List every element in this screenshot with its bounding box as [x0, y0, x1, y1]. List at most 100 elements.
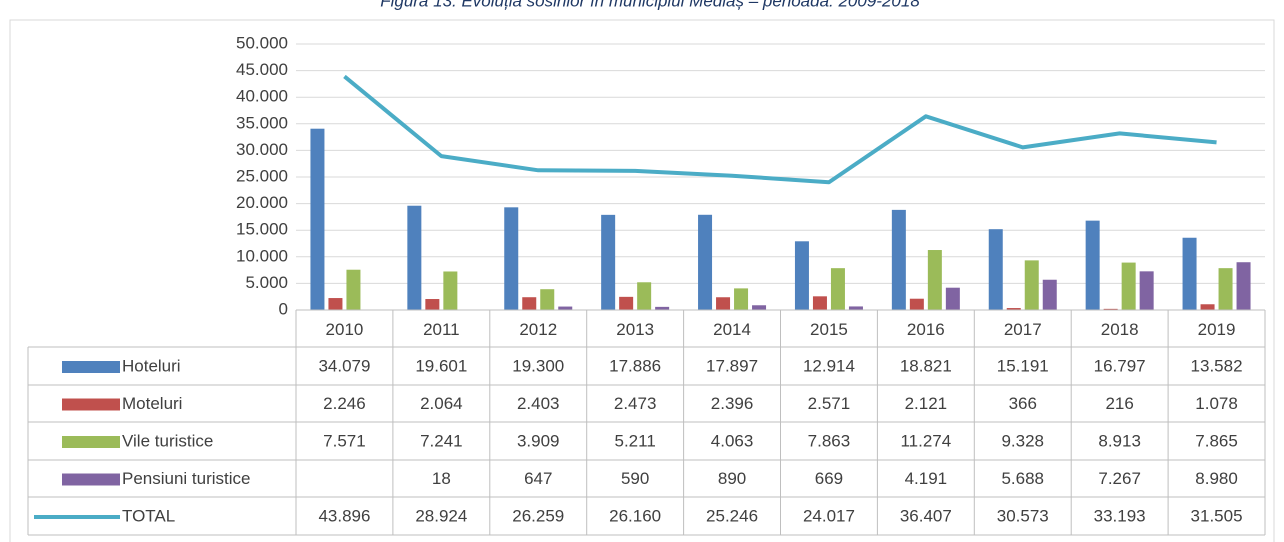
- y-tick-label: 0: [279, 299, 288, 318]
- x-tick-label: 2011: [423, 320, 460, 339]
- table-cell: 2.473: [614, 394, 657, 413]
- table-cell: 4.191: [905, 469, 948, 488]
- bar: [1085, 220, 1100, 310]
- bar: [655, 306, 670, 310]
- y-tick-label: 45.000: [236, 60, 288, 79]
- line: [343, 74, 1217, 185]
- legend-swatch: [62, 398, 120, 411]
- table-cell: 34.079: [318, 356, 370, 375]
- bar: [637, 282, 652, 310]
- bar: [1121, 262, 1136, 310]
- legend-label: Vile turistice: [122, 431, 213, 450]
- bar: [716, 297, 731, 310]
- table-cell: 17.886: [609, 356, 661, 375]
- x-tick-label: 2015: [810, 320, 848, 339]
- table-cell: 19.601: [415, 356, 467, 375]
- table-cell: 3.909: [517, 431, 560, 450]
- bar: [1182, 237, 1197, 310]
- bar: [619, 296, 634, 310]
- y-tick-label: 30.000: [236, 140, 288, 159]
- table-cell: 8.913: [1098, 431, 1141, 450]
- table-cell: 31.505: [1191, 506, 1243, 525]
- bar: [988, 229, 1003, 310]
- bar: [698, 214, 713, 310]
- bar: [945, 287, 960, 310]
- bar: [794, 241, 809, 310]
- y-tick-label: 20.000: [236, 193, 288, 212]
- bar: [891, 209, 906, 310]
- bar: [1218, 268, 1233, 310]
- table-cell: 18.821: [900, 356, 952, 375]
- bar: [1236, 262, 1251, 310]
- table-cell: 26.259: [512, 506, 564, 525]
- table-cell: 2.571: [808, 394, 851, 413]
- table-cell: 7.267: [1098, 469, 1141, 488]
- bar: [346, 269, 361, 310]
- legend-label: TOTAL: [122, 506, 175, 525]
- table-cell: 7.241: [420, 431, 463, 450]
- x-tick-label: 2018: [1101, 320, 1139, 339]
- table-cell: 17.897: [706, 356, 758, 375]
- x-tick-label: 2014: [713, 320, 751, 339]
- bar: [812, 296, 827, 310]
- bar: [927, 250, 942, 310]
- table-cell: 2.064: [420, 394, 463, 413]
- table-cell: 890: [718, 469, 746, 488]
- y-tick-label: 15.000: [236, 220, 288, 239]
- x-tick-label: 2010: [326, 320, 364, 339]
- legend-swatch: [62, 436, 120, 448]
- x-tick-label: 2017: [1004, 320, 1042, 339]
- y-tick-label: 35.000: [236, 113, 288, 132]
- table-cell: 590: [621, 469, 649, 488]
- bar: [328, 298, 343, 310]
- table-cell: 2.121: [905, 394, 948, 413]
- legend-label: Moteluri: [122, 394, 182, 413]
- table-cell: 5.688: [1001, 469, 1044, 488]
- bar: [1200, 304, 1215, 310]
- table-cell: 2.246: [323, 394, 366, 413]
- x-tick-label: 2019: [1198, 320, 1236, 339]
- table-cell: 8.980: [1195, 469, 1238, 488]
- bar: [504, 207, 519, 310]
- bar: [1139, 271, 1154, 310]
- table-cell: 28.924: [415, 506, 467, 525]
- bar: [1024, 260, 1039, 310]
- y-tick-label: 40.000: [236, 87, 288, 106]
- legend-label: Pensiuni turistice: [122, 469, 251, 488]
- bar: [558, 306, 573, 310]
- legend-swatch: [62, 473, 120, 486]
- chart-frame: [9, 19, 1275, 542]
- table-cell: 7.863: [808, 431, 851, 450]
- bar: [1006, 308, 1021, 310]
- table-cell: 216: [1105, 394, 1133, 413]
- table-cell: 25.246: [706, 506, 758, 525]
- bar: [310, 128, 325, 310]
- table-cell: 36.407: [900, 506, 952, 525]
- bar: [848, 306, 863, 310]
- table-cell: 2.396: [711, 394, 754, 413]
- chart-title: Figura 13. Evoluția sosirilor în municip…: [380, 0, 920, 10]
- bar: [830, 268, 845, 310]
- table-cell: 33.193: [1094, 506, 1146, 525]
- table-cell: 4.063: [711, 431, 754, 450]
- bar: [540, 289, 555, 310]
- bar: [522, 297, 537, 310]
- table-cell: 647: [524, 469, 552, 488]
- legend-swatch: [62, 361, 120, 373]
- table-cell: 18: [432, 469, 451, 488]
- bar: [443, 271, 458, 310]
- bar: [1042, 279, 1057, 310]
- bar: [601, 214, 616, 310]
- bar: [425, 299, 440, 310]
- table-cell: 7.865: [1195, 431, 1238, 450]
- table-cell: 11.274: [900, 431, 951, 450]
- table-cell: 5.211: [615, 431, 656, 450]
- table-cell: 16.797: [1094, 356, 1146, 375]
- table-cell: 366: [1009, 394, 1037, 413]
- table-cell: 9.328: [1001, 431, 1044, 450]
- table-cell: 43.896: [318, 506, 370, 525]
- x-tick-label: 2012: [519, 320, 557, 339]
- table-cell: 669: [815, 469, 843, 488]
- table-cell: 19.300: [512, 356, 564, 375]
